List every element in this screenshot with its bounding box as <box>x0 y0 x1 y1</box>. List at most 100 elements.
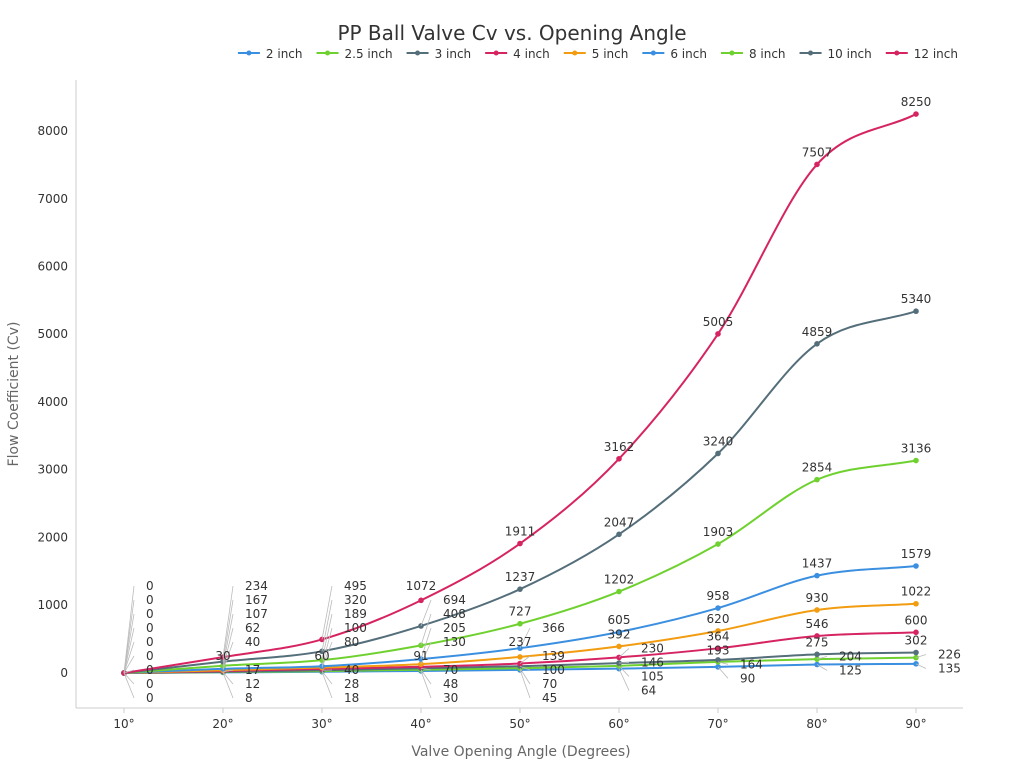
x-tick-label: 30° <box>311 717 332 731</box>
data-label: 48 <box>443 677 458 691</box>
data-point[interactable] <box>616 589 622 595</box>
data-label: 70 <box>542 677 557 691</box>
data-point[interactable] <box>913 458 919 464</box>
data-label: 8 <box>245 691 253 705</box>
label-leader-line <box>124 673 134 684</box>
data-label: 125 <box>839 663 862 677</box>
legend-label: 6 inch <box>670 47 707 61</box>
data-point[interactable] <box>913 308 919 314</box>
data-label: 392 <box>608 627 631 641</box>
legend-item[interactable]: 3 inch <box>407 47 472 61</box>
data-point[interactable] <box>913 650 919 656</box>
data-label: 80 <box>344 635 359 649</box>
x-tick-label: 60° <box>608 717 629 731</box>
data-point[interactable] <box>913 601 919 607</box>
data-label: 40 <box>344 663 359 677</box>
data-point[interactable] <box>715 657 721 663</box>
data-label: 3162 <box>604 440 635 454</box>
data-point[interactable] <box>814 573 820 579</box>
data-label: 8250 <box>901 95 932 109</box>
label-leader-line <box>322 600 332 651</box>
y-tick-label: 5000 <box>37 327 68 341</box>
data-label: 90 <box>740 671 755 685</box>
y-tick-label: 4000 <box>37 395 68 409</box>
legend-label: 12 inch <box>914 47 958 61</box>
data-point[interactable] <box>814 162 820 168</box>
data-label: 408 <box>443 607 466 621</box>
legend-label: 8 inch <box>749 47 786 61</box>
legend-marker <box>494 51 499 56</box>
data-point[interactable] <box>913 111 919 117</box>
data-label: 100 <box>344 621 367 635</box>
data-label: 3136 <box>901 442 932 456</box>
legend-label: 10 inch <box>828 47 872 61</box>
label-leader-line <box>421 614 431 645</box>
label-leader-line <box>223 672 233 698</box>
data-point[interactable] <box>814 652 820 658</box>
data-label: 1911 <box>505 525 536 539</box>
label-leader-line <box>421 600 431 626</box>
data-point[interactable] <box>616 644 622 650</box>
label-leader-line <box>124 673 134 698</box>
data-point[interactable] <box>715 541 721 547</box>
data-label: 727 <box>509 605 532 619</box>
y-tick-label: 3000 <box>37 463 68 477</box>
legend-item[interactable]: 4 inch <box>485 47 550 61</box>
data-label: 139 <box>542 649 565 663</box>
y-axis-label: Flow Coefficient (Cv) <box>6 322 22 467</box>
data-point[interactable] <box>913 563 919 569</box>
data-point[interactable] <box>715 451 721 457</box>
data-label: 130 <box>443 635 466 649</box>
label-leader-line <box>520 670 530 698</box>
legend-item[interactable]: 2 inch <box>238 47 303 61</box>
data-label: 3240 <box>703 434 734 448</box>
data-point[interactable] <box>814 607 820 613</box>
label-leader-line <box>619 669 629 691</box>
data-label: 1237 <box>505 570 536 584</box>
data-point[interactable] <box>715 605 721 611</box>
legend-marker <box>651 51 656 56</box>
data-point[interactable] <box>517 654 523 660</box>
data-label: 0 <box>146 677 154 691</box>
y-tick-label: 6000 <box>37 260 68 274</box>
data-point[interactable] <box>814 477 820 483</box>
data-label: 0 <box>146 691 154 705</box>
data-label: 930 <box>806 591 829 605</box>
data-label: 0 <box>146 649 154 663</box>
data-label: 1072 <box>406 579 437 593</box>
data-label: 100 <box>542 663 565 677</box>
data-point[interactable] <box>814 341 820 347</box>
legend-item[interactable]: 8 inch <box>721 47 786 61</box>
data-point[interactable] <box>616 456 622 462</box>
data-label: 0 <box>146 607 154 621</box>
data-label: 30 <box>215 649 230 663</box>
data-point[interactable] <box>517 586 523 592</box>
data-point[interactable] <box>616 532 622 538</box>
legend-item[interactable]: 12 inch <box>886 47 958 61</box>
legend-marker <box>572 51 577 56</box>
data-label: 1579 <box>901 547 932 561</box>
legend-item[interactable]: 6 inch <box>642 47 707 61</box>
data-label: 45 <box>542 691 557 705</box>
data-point[interactable] <box>418 598 424 604</box>
data-point[interactable] <box>517 541 523 547</box>
data-label: 1437 <box>802 557 833 571</box>
data-point[interactable] <box>517 621 523 627</box>
legend-item[interactable]: 2.5 inch <box>317 47 393 61</box>
y-tick-label: 2000 <box>37 530 68 544</box>
legend-item[interactable]: 5 inch <box>564 47 629 61</box>
data-label: 135 <box>938 662 961 676</box>
data-label: 234 <box>245 579 268 593</box>
data-label: 167 <box>245 593 268 607</box>
data-label: 1903 <box>703 525 734 539</box>
data-label: 230 <box>641 641 664 655</box>
data-label: 364 <box>707 629 730 643</box>
data-point[interactable] <box>715 331 721 337</box>
data-label: 958 <box>707 589 730 603</box>
label-leader-line <box>322 671 332 684</box>
data-label: 275 <box>806 635 829 649</box>
legend-item[interactable]: 10 inch <box>800 47 872 61</box>
label-leader-line <box>718 667 728 678</box>
